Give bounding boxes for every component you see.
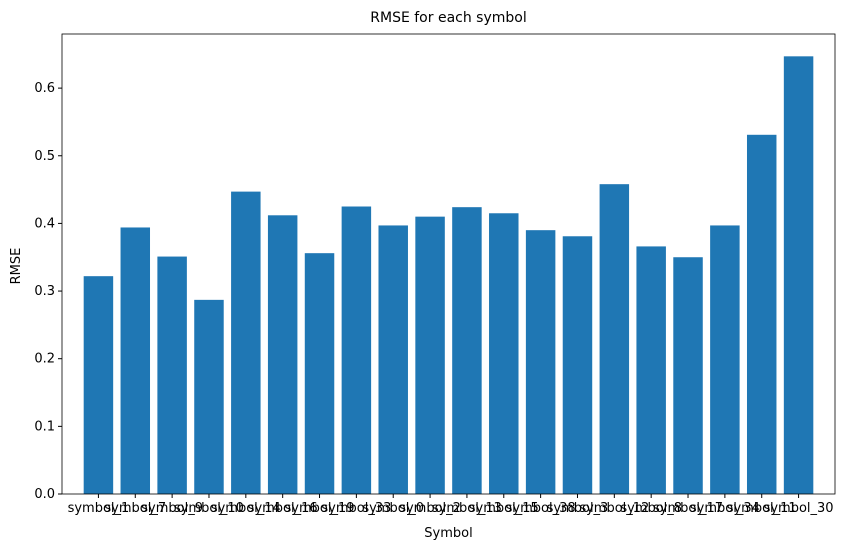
bar-symbol_16 — [267, 215, 298, 494]
x-tick-label: symbol_8 — [620, 501, 682, 516]
x-tick-label: symbol_17 — [653, 501, 723, 516]
bar-symbol_19 — [304, 253, 335, 494]
x-tick-label: symbol_1 — [68, 501, 130, 516]
bar-symbol_13 — [452, 207, 482, 495]
x-tick-label: symbol_7 — [104, 501, 166, 516]
x-axis-label: Symbol — [424, 526, 472, 541]
x-tick-label: symbol_12 — [579, 501, 649, 516]
plot-frame — [61, 33, 836, 495]
bar-symbol_7 — [120, 227, 151, 494]
bar-symbol_2 — [415, 216, 445, 494]
y-tick-label: 0.6 — [34, 81, 55, 96]
bar-symbol_12 — [599, 184, 630, 495]
y-tick-label: 0.1 — [34, 419, 55, 434]
y-tick-label: 0.3 — [34, 284, 55, 299]
bar-symbol_15 — [489, 213, 519, 494]
x-axis: symbol_1symbol_7symbol_9symbol_10symbol_… — [68, 494, 834, 516]
bars-group — [83, 56, 814, 495]
x-tick-label: symbol_3 — [547, 501, 609, 516]
x-tick-label: symbol_15 — [469, 501, 539, 516]
x-tick-label: symbol_14 — [211, 501, 281, 516]
bar-symbol_14 — [231, 191, 261, 494]
bar-symbol_17 — [673, 257, 703, 494]
bar-symbol_33 — [341, 206, 372, 494]
bar-symbol_11 — [746, 134, 777, 494]
y-axis-label: RMSE — [9, 248, 24, 285]
x-tick-label: symbol_19 — [285, 501, 355, 516]
x-tick-label: symbol_0 — [362, 501, 424, 516]
chart-title: RMSE for each symbol — [370, 10, 526, 26]
bar-symbol_30 — [783, 56, 814, 495]
y-tick-label: 0.2 — [34, 352, 55, 367]
x-tick-label: symbol_2 — [399, 501, 461, 516]
x-tick-label: symbol_13 — [432, 501, 502, 516]
bar-symbol_10 — [194, 299, 224, 494]
bar-symbol_0 — [378, 225, 408, 495]
bar-symbol_9 — [157, 256, 187, 494]
bar-symbol_8 — [636, 246, 666, 494]
x-tick-label: symbol_30 — [764, 501, 834, 516]
y-tick-label: 0.0 — [34, 487, 55, 502]
x-tick-label: symbol_34 — [690, 501, 760, 516]
y-axis: 0.0 0.1 0.2 0.3 0.4 0.5 0.6 — [34, 81, 62, 502]
bar-symbol_1 — [83, 276, 114, 494]
bar-symbol_3 — [562, 236, 593, 494]
x-tick-label: symbol_9 — [141, 501, 203, 516]
y-tick-label: 0.5 — [34, 149, 55, 164]
x-tick-label: symbol_11 — [727, 501, 797, 516]
x-tick-label: symbol_33 — [321, 501, 391, 516]
y-tick-label: 0.4 — [34, 216, 55, 231]
bar-symbol_34 — [710, 225, 740, 495]
x-tick-label: symbol_10 — [174, 501, 244, 516]
bar-symbol_38 — [525, 230, 556, 495]
x-tick-label: symbol_16 — [248, 501, 318, 516]
x-tick-label: symbol_38 — [506, 501, 576, 516]
